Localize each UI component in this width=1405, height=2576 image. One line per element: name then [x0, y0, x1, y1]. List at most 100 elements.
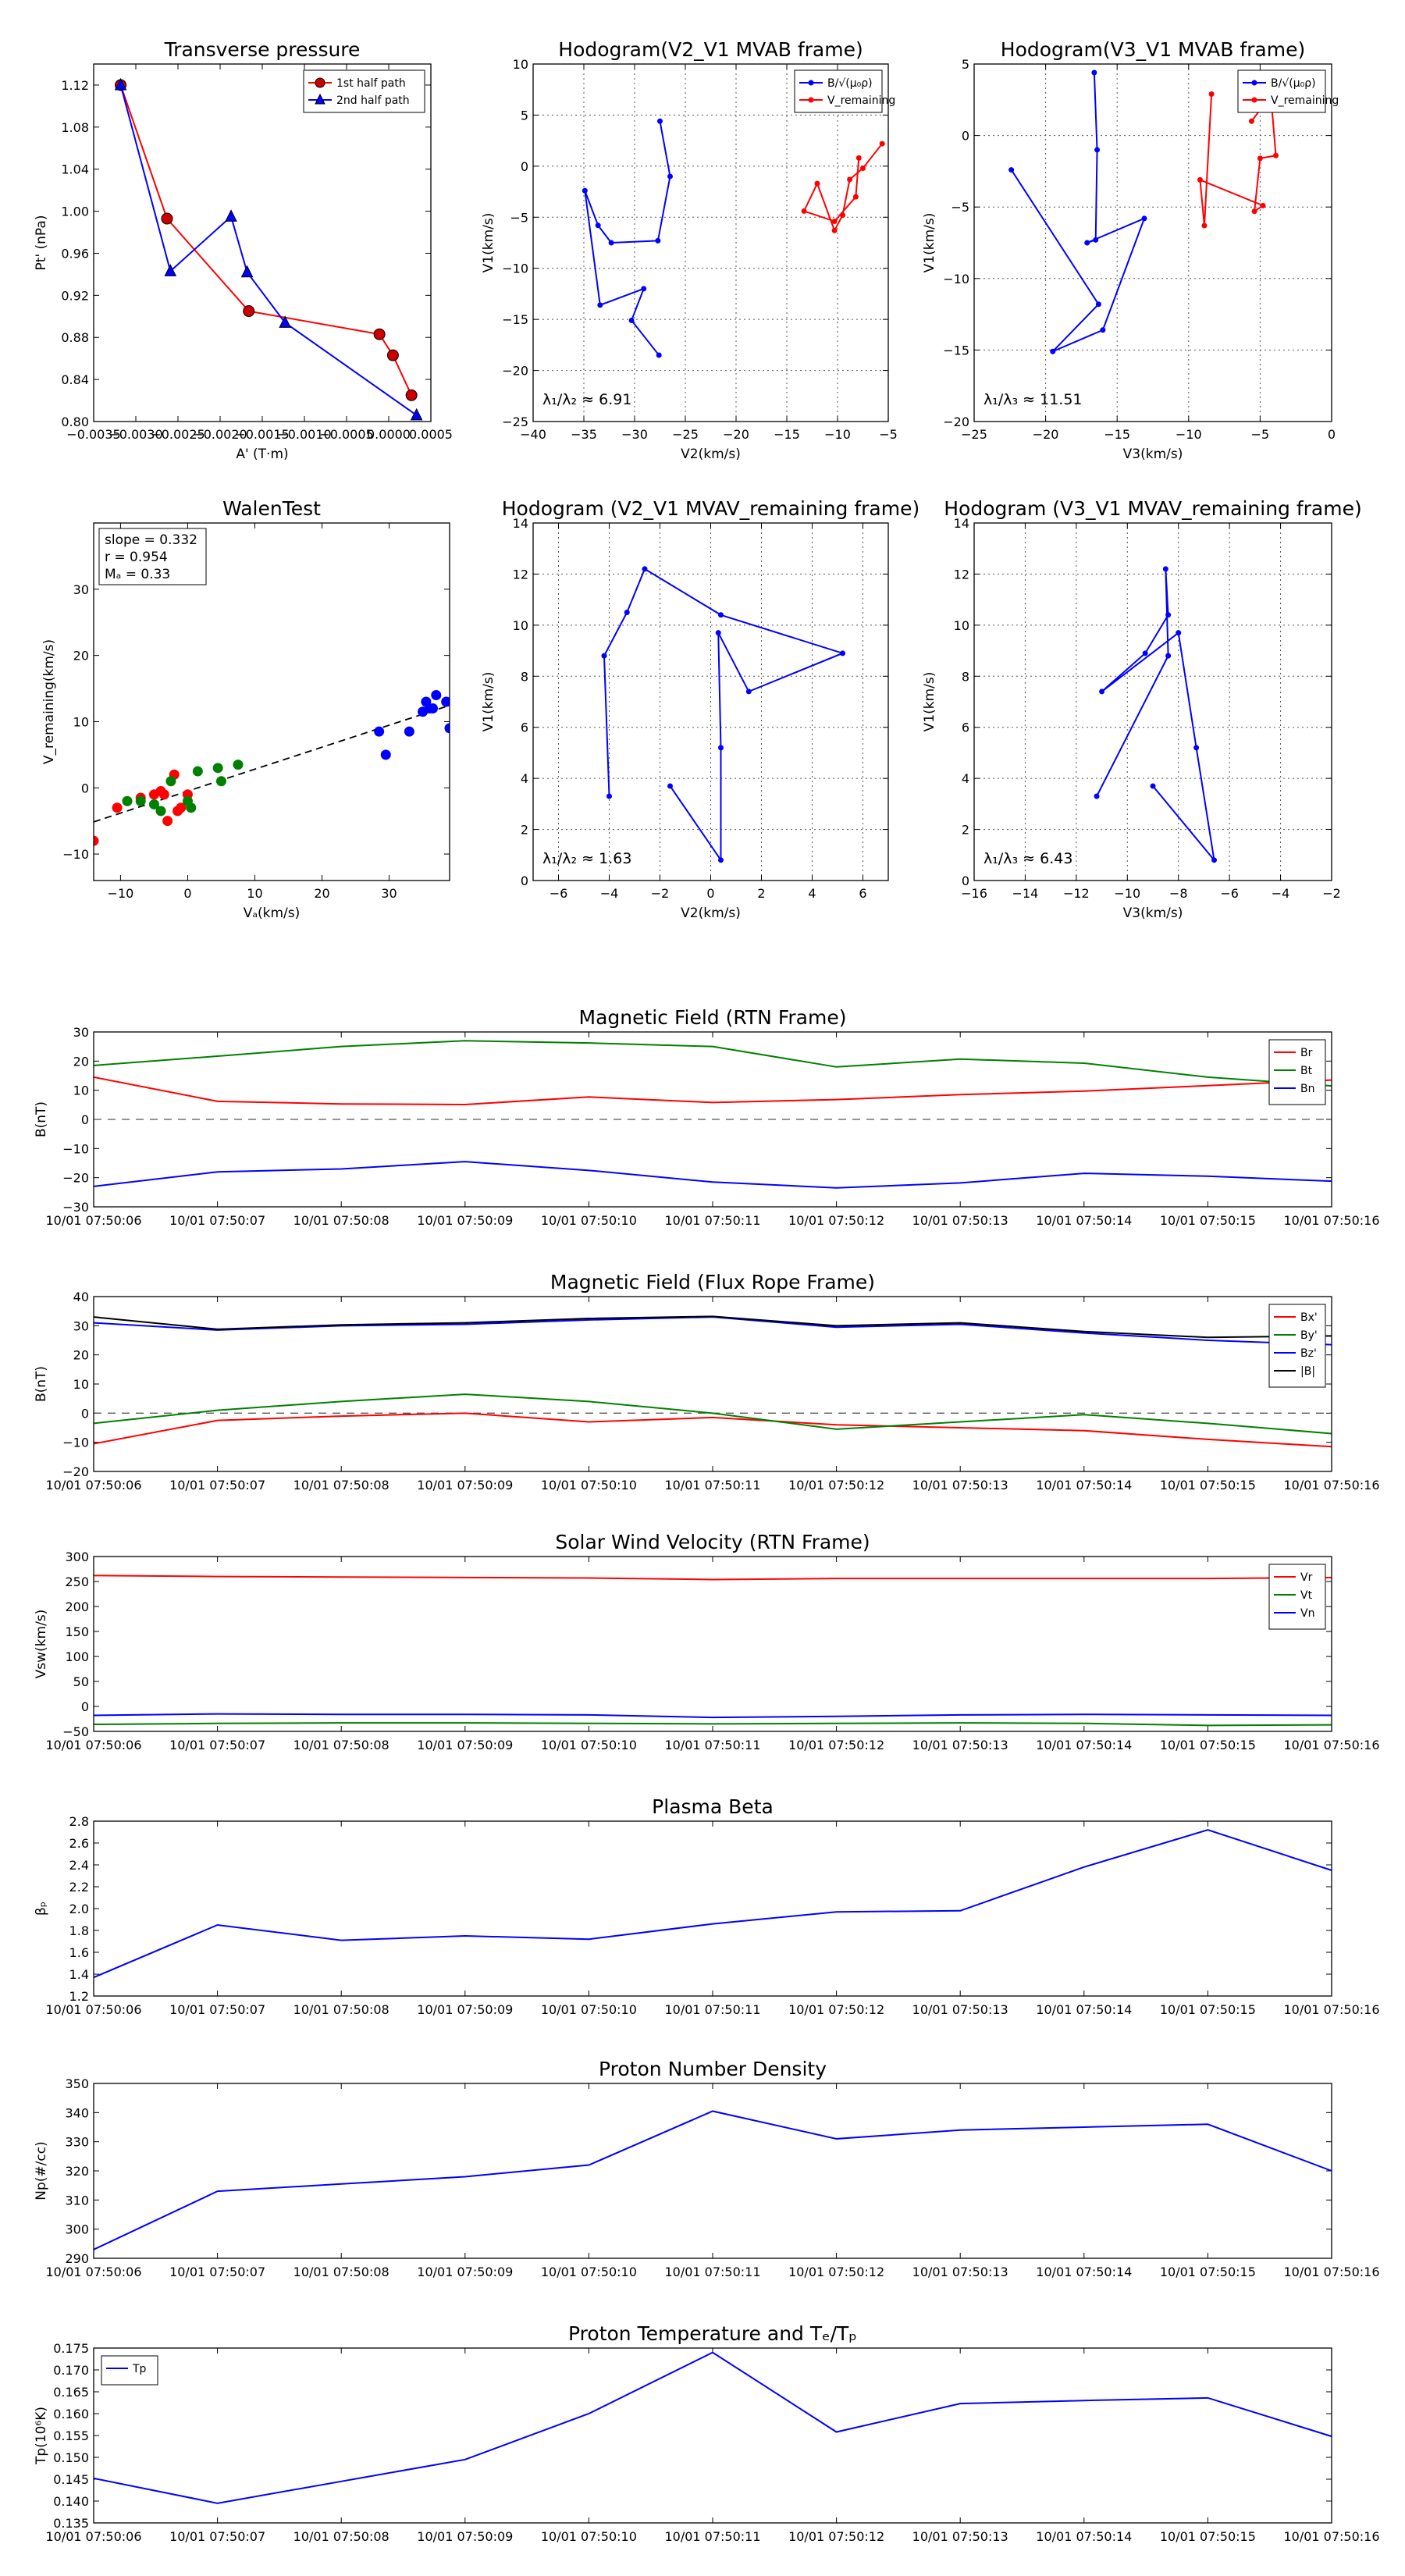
hodo2-marker-dot: [1084, 240, 1090, 246]
beta-panel: Plasma Beta 1.2 1.4 1.6 1.8 2.0 2.2 2.4 2.6 2.8 βₚ…: [34, 1795, 1380, 2017]
hodo2-marker-dot: [1095, 301, 1101, 308]
tp-marker-triangle: [240, 265, 254, 278]
walen-stat-line: Mₐ = 0.33: [105, 567, 170, 582]
tp-ytick-label: 0.88: [61, 330, 89, 345]
frfield-time-label: 10/01 07:50:11: [664, 1478, 760, 1493]
temp-title: Proton Temperature and Tₑ/Tₚ: [568, 2322, 857, 2345]
hodo1-plot-area: [582, 118, 885, 358]
bfield-legend: Br Bt Bn: [1268, 1039, 1326, 1105]
hodo2-marker-dot: [1260, 202, 1266, 208]
hodo3-xtick-label: 0: [706, 886, 714, 901]
walen-xtick-label: 0: [183, 886, 191, 901]
frfield-series-line-Bx': [93, 1412, 1332, 1448]
hodo4-marker-dot: [1099, 688, 1105, 695]
hodo4-ytick-label: 8: [962, 669, 969, 684]
hodo1-xtick-label: −10: [824, 427, 851, 442]
hodo3-ytick-label: 6: [521, 720, 528, 735]
hodo1-marker-dot: [831, 227, 838, 233]
hodo1-marker-dot: [847, 176, 853, 183]
hodo2-legend-marker: [1251, 97, 1257, 103]
walen-point-red: [176, 802, 187, 813]
walen-ylabel: V_remaining(km/s): [41, 639, 57, 764]
hodo3-series-line-0: [603, 568, 845, 863]
density-time-label: 10/01 07:50:12: [788, 2265, 884, 2279]
vel-time-label: 10/01 07:50:15: [1160, 1738, 1256, 1752]
walen-xlabel: Vₐ(km/s): [244, 906, 301, 921]
hodo3-xlabel: V2(km/s): [681, 906, 741, 921]
tp-title: Transverse pressure: [164, 38, 361, 61]
hodo2-xtick-label: −10: [1176, 427, 1202, 442]
frfield-time-label: 10/01 07:50:10: [541, 1478, 637, 1493]
hodo2-ytick-label: −10: [943, 272, 969, 286]
frfield-legend-label: Bx': [1300, 1311, 1318, 1324]
tp-legend-label: 2nd half path: [336, 94, 410, 107]
hodo3-ytick-label: 0: [521, 873, 528, 888]
hodo2-ytick-label: 0: [962, 129, 969, 144]
frfield-legend-frame: [1268, 1304, 1326, 1388]
hodo3-ytick-label: 14: [513, 516, 528, 531]
vel-time-label: 10/01 07:50:11: [664, 1738, 760, 1752]
tp-xtick-label: 0.0000: [367, 427, 411, 442]
hodo2-legend-frame: [1237, 69, 1326, 113]
beta-ytick-label: 2.8: [69, 1814, 89, 1829]
bfield-series-line-Br: [93, 1076, 1332, 1105]
bfield-time-label: 10/01 07:50:13: [912, 1213, 1008, 1228]
beta-time-label: 10/01 07:50:06: [45, 2002, 141, 2017]
frfield-ylabel: B(nT): [34, 1366, 49, 1402]
hodo4-ytick-label: 14: [954, 516, 969, 531]
hodo2-ytick-label: −5: [951, 200, 969, 215]
hodo4-xtick-label: −8: [1169, 886, 1188, 901]
hodo4-xtick-label: −14: [1012, 886, 1039, 901]
hodo3-xtick-label: 6: [859, 886, 866, 901]
frfield-time-label: 10/01 07:50:16: [1283, 1478, 1379, 1493]
vel-ytick-label: 100: [65, 1649, 89, 1664]
hodo1-marker-dot: [656, 352, 662, 358]
hodo3-marker-dot: [718, 612, 724, 618]
walen-ytick-label: −10: [62, 847, 89, 862]
vel-ytick-label: 300: [65, 1550, 89, 1564]
frfield-series-line-Bz': [93, 1316, 1332, 1346]
vel-title: Solar Wind Velocity (RTN Frame): [555, 1531, 870, 1553]
hodo4-marker-dot: [1211, 857, 1218, 863]
tp-ytick-label: 1.00: [61, 205, 89, 219]
hodo3-ytick-label: 8: [521, 669, 528, 684]
hodo1-ytick-label: −20: [502, 364, 528, 379]
hodo2-marker-dot: [1248, 118, 1254, 124]
hodo2-xtick-label: −5: [1251, 427, 1270, 442]
hodo2-marker-dot: [1201, 222, 1208, 229]
walen-plot-area: [94, 690, 450, 846]
hodo3-ytick-label: 4: [521, 771, 528, 786]
hodo4-xlabel: V3(km/s): [1123, 906, 1183, 921]
bfield-time-label: 10/01 07:50:08: [293, 1213, 389, 1228]
walen-axes-frame: [93, 522, 450, 881]
walen-point-blue: [427, 703, 438, 713]
hodo3-marker-dot: [624, 610, 630, 615]
hodo1-marker-dot: [595, 222, 601, 229]
hodo2-eigen-ratio: λ₁/λ₃ ≈ 11.51: [984, 391, 1083, 408]
hodo3-xtick-label: −6: [550, 886, 568, 901]
density-time-label: 10/01 07:50:06: [45, 2265, 141, 2279]
hodo2-marker-dot: [1050, 348, 1056, 354]
tp-marker-triangle: [410, 407, 423, 421]
hodo1-legend-frame: [794, 69, 883, 113]
hodo4-plot-area: [1094, 566, 1218, 863]
hodo2-marker-dot: [1251, 208, 1257, 215]
frfield-ytick-label: −20: [62, 1464, 89, 1479]
walen-point-blue: [444, 723, 450, 734]
tp-marker-triangle: [279, 315, 291, 328]
hodo2-legend-label: B/√(μ₀ρ): [1271, 77, 1316, 90]
hodo3-marker-dot: [718, 857, 724, 863]
beta-time-label: 10/01 07:50:16: [1283, 2002, 1379, 2017]
temp-legend-label: Tp: [132, 2363, 147, 2375]
walen-panel: WalenTest −10 0 10 20 30 −10 0 10 20 30 Vₐ(km/s) V_r…: [41, 497, 450, 921]
tp-xlabel: A' (T·m): [236, 447, 288, 462]
hodo2-xlabel: V3(km/s): [1123, 447, 1183, 462]
hodo2-series-line-0: [1010, 72, 1146, 353]
vel-series-line-Vt: [93, 1722, 1332, 1727]
hodo4-xtick-label: −4: [1272, 886, 1290, 901]
frfield-time-label: 10/01 07:50:12: [788, 1478, 884, 1493]
vel-time-label: 10/01 07:50:06: [45, 1738, 141, 1752]
hodo2-ytick-label: −15: [943, 343, 969, 358]
bfield-time-label: 10/01 07:50:09: [417, 1213, 513, 1228]
tp-ytick-label: 1.08: [61, 120, 89, 135]
